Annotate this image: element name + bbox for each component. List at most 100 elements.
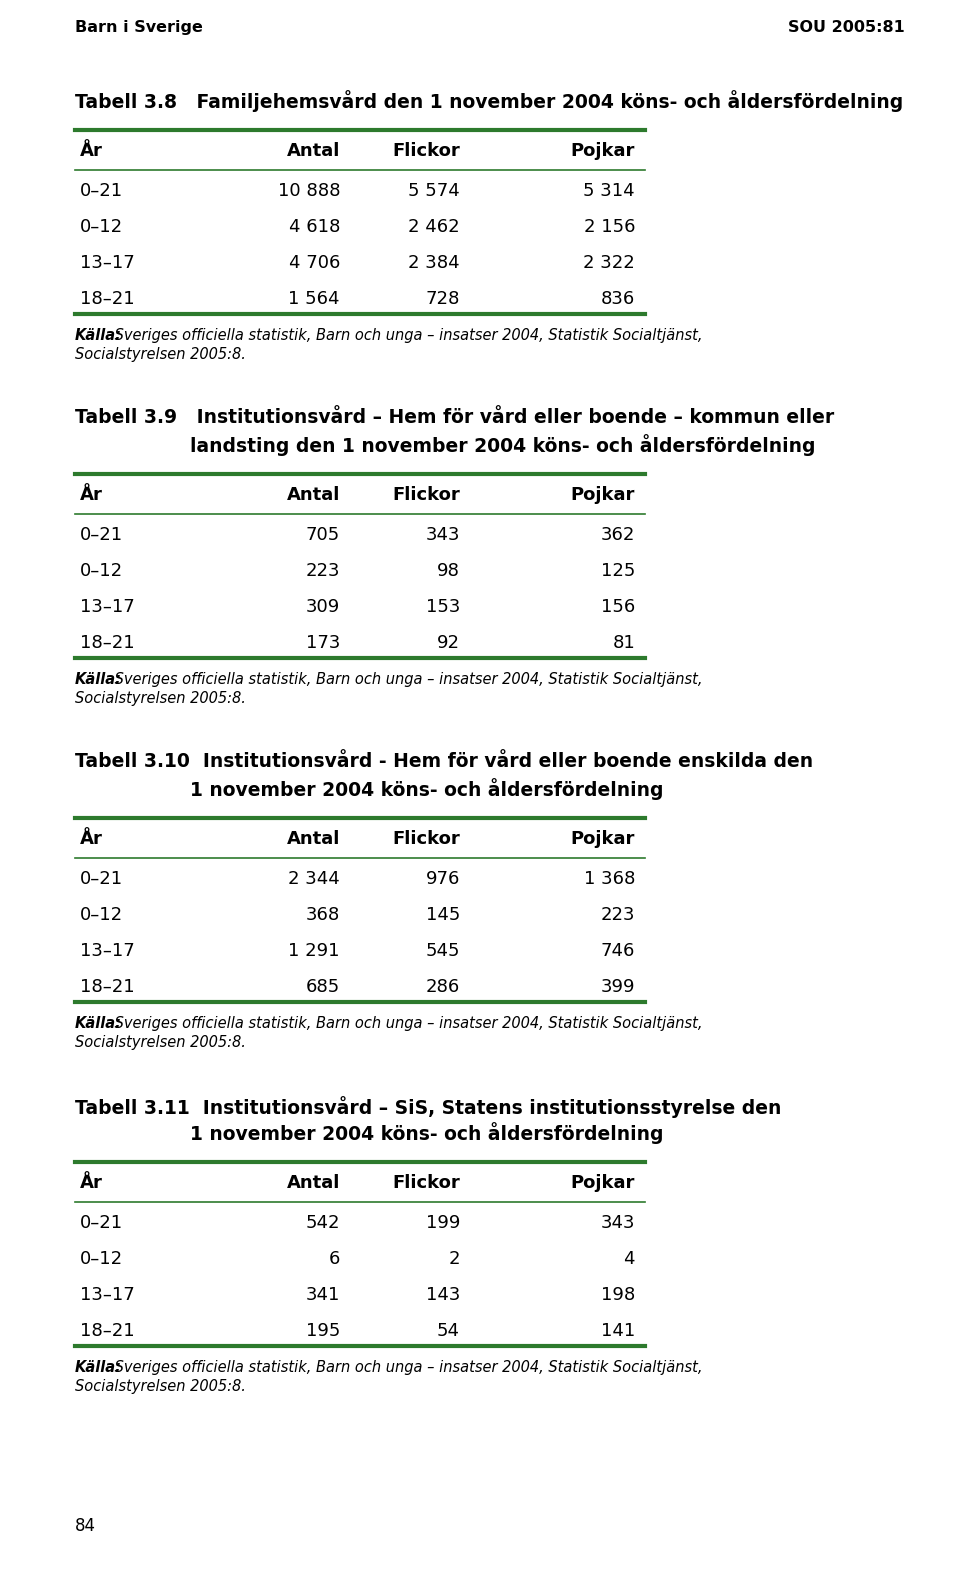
Text: Pojkar: Pojkar [570, 830, 635, 847]
Text: 545: 545 [425, 941, 460, 960]
Text: Tabell 3.8   Familjehemsvård den 1 november 2004 köns- och åldersfördelning: Tabell 3.8 Familjehemsvård den 1 novembe… [75, 91, 903, 111]
Text: 173: 173 [305, 634, 340, 652]
Text: 1 november 2004 köns- och åldersfördelning: 1 november 2004 köns- och åldersfördelni… [190, 778, 663, 800]
Text: 141: 141 [601, 1321, 635, 1340]
Text: 4 706: 4 706 [289, 254, 340, 272]
Text: Flickor: Flickor [393, 142, 460, 161]
Text: 18–21: 18–21 [80, 634, 134, 652]
Text: 362: 362 [601, 526, 635, 544]
Text: 125: 125 [601, 561, 635, 580]
Text: Antal: Antal [287, 1173, 340, 1192]
Text: 2 462: 2 462 [408, 218, 460, 235]
Text: 286: 286 [425, 978, 460, 995]
Text: 341: 341 [305, 1286, 340, 1304]
Text: Flickor: Flickor [393, 487, 460, 504]
Text: 156: 156 [601, 598, 635, 615]
Text: Flickor: Flickor [393, 1173, 460, 1192]
Text: 0–21: 0–21 [80, 1215, 123, 1232]
Text: 13–17: 13–17 [80, 941, 134, 960]
Text: Antal: Antal [287, 142, 340, 161]
Text: 1 november 2004 köns- och åldersfördelning: 1 november 2004 köns- och åldersfördelni… [190, 1123, 663, 1143]
Text: 1 291: 1 291 [289, 941, 340, 960]
Text: 18–21: 18–21 [80, 978, 134, 995]
Text: 746: 746 [601, 941, 635, 960]
Text: 195: 195 [305, 1321, 340, 1340]
Text: 198: 198 [601, 1286, 635, 1304]
Text: 5 314: 5 314 [584, 181, 635, 200]
Text: 1 368: 1 368 [584, 870, 635, 887]
Text: Källa:: Källa: [75, 673, 122, 687]
Text: 2 156: 2 156 [584, 218, 635, 235]
Text: 18–21: 18–21 [80, 1321, 134, 1340]
Text: 399: 399 [601, 978, 635, 995]
Text: Källa:: Källa: [75, 328, 122, 343]
Text: Källa:: Källa: [75, 1016, 122, 1030]
Text: År: År [80, 487, 103, 504]
Text: Tabell 3.9   Institutionsvård – Hem för vård eller boende – kommun eller: Tabell 3.9 Institutionsvård – Hem för vå… [75, 409, 834, 428]
Text: 2 322: 2 322 [584, 254, 635, 272]
Text: 10 888: 10 888 [277, 181, 340, 200]
Text: 2 384: 2 384 [408, 254, 460, 272]
Text: Källa:: Källa: [75, 1359, 122, 1375]
Text: Pojkar: Pojkar [570, 142, 635, 161]
Text: 0–12: 0–12 [80, 1250, 123, 1267]
Text: 368: 368 [305, 906, 340, 924]
Text: 343: 343 [425, 526, 460, 544]
Text: 0–21: 0–21 [80, 181, 123, 200]
Text: 98: 98 [437, 561, 460, 580]
Text: Sveriges officiella statistik, Barn och unga – insatser 2004, Statistik Socialtj: Sveriges officiella statistik, Barn och … [110, 1359, 703, 1375]
Text: 223: 223 [601, 906, 635, 924]
Text: 309: 309 [305, 598, 340, 615]
Text: 0–12: 0–12 [80, 561, 123, 580]
Text: Socialstyrelsen 2005:8.: Socialstyrelsen 2005:8. [75, 1035, 246, 1049]
Text: 1 564: 1 564 [289, 289, 340, 308]
Text: Sveriges officiella statistik, Barn och unga – insatser 2004, Statistik Socialtj: Sveriges officiella statistik, Barn och … [110, 673, 703, 687]
Text: 0–12: 0–12 [80, 906, 123, 924]
Text: Sveriges officiella statistik, Barn och unga – insatser 2004, Statistik Socialtj: Sveriges officiella statistik, Barn och … [110, 328, 703, 343]
Text: 836: 836 [601, 289, 635, 308]
Text: Tabell 3.11  Institutionsvård – SiS, Statens institutionsstyrelse den: Tabell 3.11 Institutionsvård – SiS, Stat… [75, 1096, 781, 1118]
Text: År: År [80, 830, 103, 847]
Text: SOU 2005:81: SOU 2005:81 [788, 21, 905, 35]
Text: 199: 199 [425, 1215, 460, 1232]
Text: 976: 976 [425, 870, 460, 887]
Text: År: År [80, 1173, 103, 1192]
Text: 0–12: 0–12 [80, 218, 123, 235]
Text: Pojkar: Pojkar [570, 487, 635, 504]
Text: 2 344: 2 344 [288, 870, 340, 887]
Text: 728: 728 [425, 289, 460, 308]
Text: 143: 143 [425, 1286, 460, 1304]
Text: 2: 2 [448, 1250, 460, 1267]
Text: 343: 343 [601, 1215, 635, 1232]
Text: 92: 92 [437, 634, 460, 652]
Text: 13–17: 13–17 [80, 598, 134, 615]
Text: 145: 145 [425, 906, 460, 924]
Text: 5 574: 5 574 [408, 181, 460, 200]
Text: 13–17: 13–17 [80, 254, 134, 272]
Text: Tabell 3.10  Institutionsvård - Hem för vård eller boende enskilda den: Tabell 3.10 Institutionsvård - Hem för v… [75, 752, 813, 771]
Text: 0–21: 0–21 [80, 526, 123, 544]
Text: År: År [80, 142, 103, 161]
Text: Socialstyrelsen 2005:8.: Socialstyrelsen 2005:8. [75, 1379, 246, 1394]
Text: Antal: Antal [287, 830, 340, 847]
Text: 0–21: 0–21 [80, 870, 123, 887]
Text: 6: 6 [328, 1250, 340, 1267]
Text: 4: 4 [623, 1250, 635, 1267]
Text: 223: 223 [305, 561, 340, 580]
Text: Pojkar: Pojkar [570, 1173, 635, 1192]
Text: Socialstyrelsen 2005:8.: Socialstyrelsen 2005:8. [75, 347, 246, 363]
Text: Socialstyrelsen 2005:8.: Socialstyrelsen 2005:8. [75, 692, 246, 706]
Text: Antal: Antal [287, 487, 340, 504]
Text: 54: 54 [437, 1321, 460, 1340]
Text: Sveriges officiella statistik, Barn och unga – insatser 2004, Statistik Socialtj: Sveriges officiella statistik, Barn och … [110, 1016, 703, 1030]
Text: 685: 685 [305, 978, 340, 995]
Text: landsting den 1 november 2004 köns- och åldersfördelning: landsting den 1 november 2004 köns- och … [190, 434, 815, 456]
Text: 81: 81 [612, 634, 635, 652]
Text: 84: 84 [75, 1517, 96, 1534]
Text: 153: 153 [425, 598, 460, 615]
Text: Flickor: Flickor [393, 830, 460, 847]
Text: Barn i Sverige: Barn i Sverige [75, 21, 203, 35]
Text: 705: 705 [305, 526, 340, 544]
Text: 13–17: 13–17 [80, 1286, 134, 1304]
Text: 18–21: 18–21 [80, 289, 134, 308]
